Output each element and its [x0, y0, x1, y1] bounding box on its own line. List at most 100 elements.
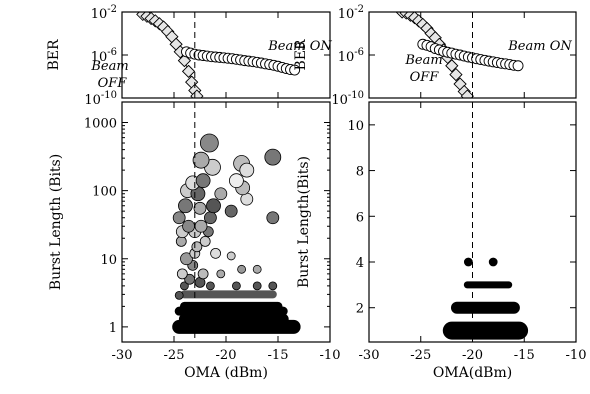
annotation: Beam	[404, 53, 442, 68]
x-tick-label: -15	[268, 348, 289, 363]
x-axis-label: OMA(dBm)	[433, 365, 512, 381]
y-tick-label: 2	[356, 302, 364, 317]
diamond-marker	[177, 53, 192, 68]
scatter-point	[214, 187, 228, 201]
marker-band	[450, 301, 520, 314]
x-axis-label: OMA (dBm)	[184, 365, 268, 381]
scatter-point	[197, 268, 209, 280]
scatter-point	[176, 268, 188, 280]
scatter-point	[488, 257, 498, 267]
plot-area	[395, 12, 524, 98]
y-tick-label: 1000	[84, 117, 117, 132]
circle-marker	[512, 60, 524, 72]
y-tick-label: 10-6	[338, 47, 364, 65]
scatter-point	[193, 201, 207, 215]
scatter-point	[239, 162, 255, 178]
plot-area	[172, 133, 301, 334]
y-axis-label: Burst Length (Bits)	[48, 154, 64, 290]
diamond-marker	[445, 59, 459, 73]
y-tick-label-base: 10	[91, 50, 108, 65]
scatter-point	[174, 290, 184, 300]
scatter-point	[228, 173, 244, 189]
scatter-point	[184, 273, 196, 285]
scatter-point	[266, 211, 280, 225]
diamond-marker	[181, 64, 196, 79]
x-tick-label: -15	[514, 348, 535, 363]
scatter-point	[178, 198, 193, 214]
scatter-point	[252, 281, 262, 291]
y-tick-label: 8	[356, 165, 364, 180]
plot-area	[136, 12, 301, 98]
scatter-point	[463, 257, 473, 267]
scatter-point	[268, 281, 278, 291]
y-tick-label: 10-6	[91, 47, 117, 65]
scatter-point	[179, 281, 189, 291]
y-tick-label-base: 10	[338, 50, 355, 65]
y-tick-label-base: 10	[91, 7, 108, 22]
scatter-point	[192, 151, 210, 169]
scatter-point	[231, 281, 241, 291]
y-tick-label: 4	[356, 256, 364, 271]
y-tick-label: 100	[92, 185, 117, 200]
scatter-point	[180, 252, 193, 266]
diamond-marker	[449, 67, 463, 82]
diamond-marker	[460, 89, 474, 98]
x-tick-label: -10	[566, 348, 587, 363]
y-tick-label: 1	[109, 321, 117, 336]
panel-left-bottom: 1 10 100 1000 -30 -25 -20 -15 -10 Burst Length (B…	[48, 101, 341, 381]
y-axis-label: BER	[293, 39, 309, 71]
marker-band	[463, 281, 513, 289]
scatter-point	[172, 211, 186, 225]
y-tick-label-exp: -2	[107, 4, 117, 15]
y-tick-label: 6	[356, 210, 364, 225]
y-tick-label-exp: -10	[348, 90, 364, 101]
annotation: OFF	[410, 70, 440, 85]
annotation: Beam ON	[507, 39, 572, 54]
y-tick-label: 10	[347, 119, 364, 134]
scatter-point	[210, 247, 222, 259]
y-tick-label-base: 10	[84, 93, 101, 108]
scatter-point	[216, 269, 226, 279]
scatter-point	[194, 219, 208, 233]
scatter-point	[252, 264, 262, 274]
annotation: Beam ON	[267, 39, 332, 54]
y-tick-label-exp: -6	[107, 47, 117, 58]
x-tick-label: -30	[359, 348, 380, 363]
y-tick-label: 10	[100, 253, 117, 268]
y-tick-label-base: 10	[331, 93, 348, 108]
circle-marker	[289, 64, 301, 76]
y-axis-label: BER	[46, 39, 62, 71]
scatter-point	[182, 219, 195, 233]
scatter-point	[205, 281, 215, 291]
x-tick-label: -20	[462, 348, 483, 363]
y-tick-label-exp: -6	[354, 47, 364, 58]
plot-area	[442, 257, 529, 340]
y-tick-label-exp: -2	[354, 4, 364, 15]
y-tick-label-exp: -10	[101, 90, 117, 101]
x-tick-label: -25	[410, 348, 431, 363]
scatter-point	[199, 133, 219, 153]
panel-right-bottom: 2 4 6 8 10 -30 -25 -20 -15 -10 Burst Length(Bits) O…	[296, 101, 587, 381]
y-axis-label: Burst Length(Bits)	[296, 156, 312, 288]
y-tick-label: 10-2	[338, 4, 364, 22]
marker-band	[180, 290, 277, 299]
diamond-marker	[190, 89, 204, 98]
scatter-point	[224, 204, 238, 218]
x-tick-label: -20	[216, 348, 237, 363]
scatter-point	[203, 211, 217, 225]
y-tick-label-base: 10	[338, 7, 355, 22]
x-tick-label: -10	[320, 348, 341, 363]
scatter-point	[226, 251, 236, 261]
scatter-point	[206, 198, 221, 214]
marker-band	[179, 301, 283, 311]
scatter-point	[195, 173, 211, 189]
marker-band	[178, 313, 289, 325]
scatter-point	[199, 235, 211, 247]
scatter-point	[237, 264, 247, 274]
y-tick-label: 10-10	[331, 90, 364, 108]
marker-band	[442, 321, 529, 340]
y-tick-label: 10-10	[84, 90, 117, 108]
